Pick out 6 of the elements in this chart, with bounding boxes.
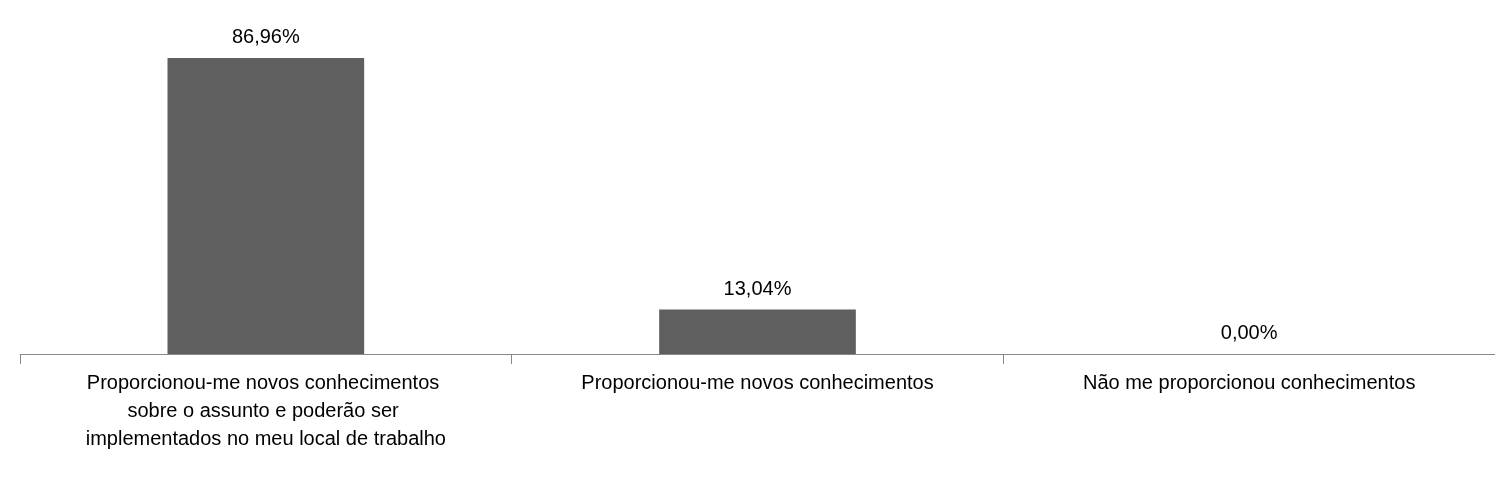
data-label: 86,96% xyxy=(231,25,300,47)
data-label: 0,00% xyxy=(1220,321,1278,343)
x-tick-label: Não me proporcionou conhecimentos xyxy=(1082,371,1416,393)
data-label: 13,04% xyxy=(723,276,792,299)
x-tick-label: Proporcionou-me novos conhecimentos sobre o assunto e poderão ser implementados no meu local de trabalho xyxy=(85,371,446,449)
x-tick-label: Proporcionou-me novos conhecimentos xyxy=(581,371,934,393)
